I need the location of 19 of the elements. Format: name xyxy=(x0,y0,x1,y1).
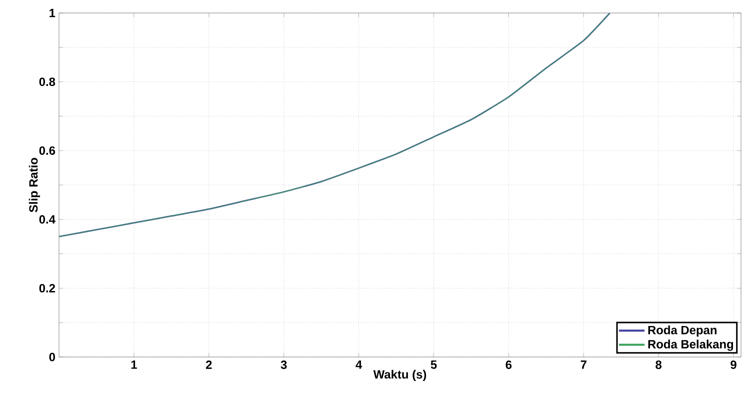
legend-label: Roda Belakang xyxy=(648,340,734,351)
x-tick-label: 7 xyxy=(580,360,586,369)
x-tick-label: 4 xyxy=(356,360,362,369)
x-tick-label: 5 xyxy=(430,360,437,369)
x-tick-label: 2 xyxy=(206,360,212,369)
x-tick-label: 8 xyxy=(656,360,662,369)
x-tick-label: 1 xyxy=(131,360,137,369)
x-tick-label: 9 xyxy=(730,360,736,369)
x-axis-title: Waktu (s) xyxy=(373,370,426,381)
legend-label: Roda Depan xyxy=(648,326,716,337)
x-tick-label: 3 xyxy=(280,360,287,370)
y-tick-label: 0.2 xyxy=(39,284,56,292)
x-tick-label: 6 xyxy=(506,360,512,369)
y-tick-label: 1 xyxy=(50,8,56,18)
y-tick-label: 0.4 xyxy=(39,215,56,224)
y-tick-label: 0.8 xyxy=(39,78,56,86)
y-tick-label: 0 xyxy=(49,352,55,362)
y-axis-title: Slip Ratio xyxy=(28,158,40,212)
y-tick-label: 0.6 xyxy=(39,146,56,155)
